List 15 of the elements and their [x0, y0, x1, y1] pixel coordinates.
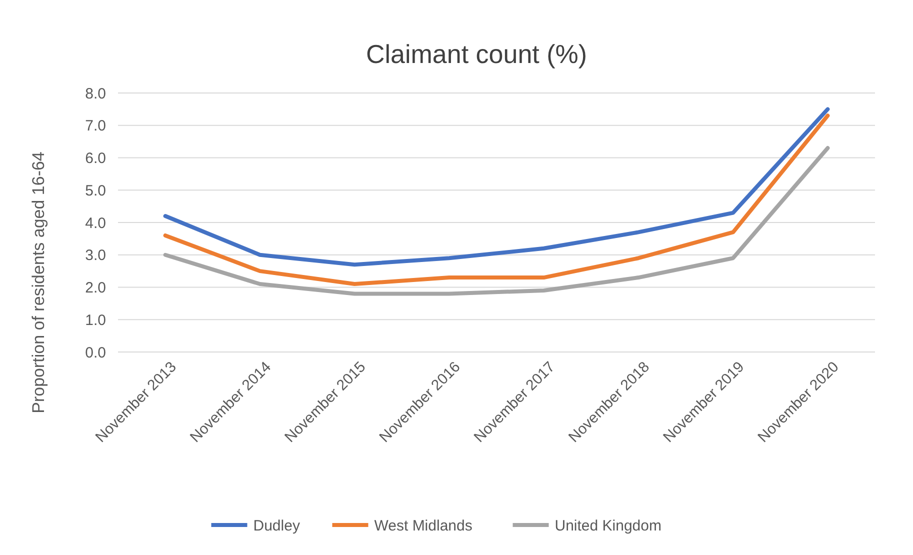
legend-label: Dudley: [253, 517, 300, 534]
y-tick-label: 2.0: [85, 280, 106, 296]
chart-title: Claimant count (%): [366, 39, 588, 69]
y-tick-label: 1.0: [85, 312, 106, 329]
legend-label: United Kingdom: [554, 517, 662, 534]
y-tick-label: 7.0: [85, 118, 106, 135]
legend-label: West Midlands: [374, 517, 472, 534]
y-tick-label: 6.0: [85, 150, 106, 167]
y-axis-title: Proportion of residents aged 16-64: [29, 152, 48, 414]
y-tick-label: 0.0: [85, 344, 106, 362]
line-series: [163, 146, 830, 296]
y-tick-label: 5.0: [85, 182, 106, 200]
y-tick-label: 8.0: [85, 85, 106, 102]
y-tick-label: 4.0: [85, 214, 106, 232]
y-tick-label: 3.0: [85, 247, 106, 264]
